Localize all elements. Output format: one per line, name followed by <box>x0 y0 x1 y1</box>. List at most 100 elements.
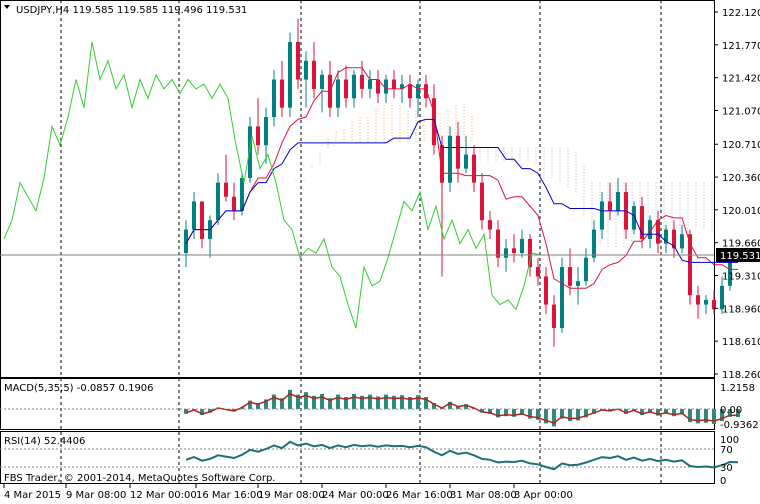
candle-body <box>720 285 724 310</box>
macd-bar <box>624 409 628 414</box>
macd-bar <box>264 399 268 409</box>
candle-body <box>320 74 324 89</box>
macd-bar <box>648 409 652 413</box>
candle-body <box>232 196 236 211</box>
macd-bar <box>256 403 260 409</box>
time-tick-label: 12 Mar 00:00 <box>130 490 197 501</box>
time-tick-label: 31 Mar 08:00 <box>450 490 517 501</box>
macd-bar <box>544 409 548 424</box>
candle-body <box>440 145 444 183</box>
candle-body <box>608 201 612 211</box>
candle-body <box>656 220 660 244</box>
candle-body <box>456 135 460 169</box>
candle-body <box>264 117 268 146</box>
macd-bar <box>640 409 644 415</box>
macd-bar <box>576 409 580 421</box>
candle-body <box>224 182 228 197</box>
price-tick-label: 122.120 <box>722 8 760 19</box>
candle-body <box>576 281 580 286</box>
price-tick-label: 118.960 <box>722 304 760 315</box>
macd-bar <box>680 409 684 415</box>
candle-body <box>704 299 708 305</box>
main-panel[interactable] <box>0 0 715 378</box>
candle-body <box>712 299 716 310</box>
macd-bar <box>312 395 316 409</box>
candle-body <box>696 295 700 305</box>
macd-bar <box>728 409 732 417</box>
macd-bar <box>584 409 588 418</box>
macd-bar <box>296 394 300 409</box>
macd-bar <box>568 409 572 421</box>
macd-bar <box>736 409 740 418</box>
macd-bar <box>456 406 460 409</box>
macd-bar <box>656 409 660 416</box>
macd-bar <box>520 409 524 415</box>
kijun-line <box>185 118 738 263</box>
candle-body <box>592 229 596 258</box>
macd-bar <box>664 409 668 414</box>
macd-bar <box>464 404 468 409</box>
macd-bar <box>248 400 252 409</box>
candle-body <box>672 229 676 249</box>
macd-bar <box>416 395 420 409</box>
candle-body <box>600 201 604 230</box>
current-price-label-bg <box>716 248 760 262</box>
candle-body <box>392 79 396 89</box>
candle-body <box>184 229 188 254</box>
macd-bar <box>592 409 596 414</box>
candle-body <box>560 267 564 329</box>
macd-bar <box>336 394 340 409</box>
macd-tick-top: 1.2158 <box>720 383 755 394</box>
macd-bar <box>368 394 372 409</box>
candle-body <box>216 182 220 221</box>
macd-bar <box>344 397 348 409</box>
macd-bar <box>408 397 412 409</box>
candle-body <box>568 267 572 286</box>
macd-bar <box>504 409 508 417</box>
macd-bar <box>360 395 364 409</box>
time-tick-label: 26 Mar 16:00 <box>386 490 453 501</box>
macd-bar <box>400 395 404 409</box>
price-tick-label: 119.310 <box>722 272 760 283</box>
candle-body <box>416 84 420 99</box>
macd-bar <box>352 394 356 409</box>
time-tick-label: 9 Mar 08:00 <box>66 490 126 501</box>
candle-body <box>680 234 684 249</box>
macd-bar <box>280 398 284 409</box>
candle-body <box>336 79 340 108</box>
candle-body <box>248 126 252 178</box>
macd-bar <box>208 409 212 413</box>
macd-bar <box>304 392 308 409</box>
macd-bar <box>496 409 500 418</box>
rsi-tick-30: 30 <box>720 463 733 474</box>
macd-bar <box>328 398 332 409</box>
candle-body <box>240 177 244 211</box>
price-axis: 122.120 121.770 121.420 121.070 120.710 120.3… <box>714 8 760 381</box>
rsi-panel[interactable] <box>0 431 715 484</box>
macd-bar <box>560 409 564 419</box>
watermark: FBS Trader, © 2001-2014, MetaQuotes Soft… <box>4 473 275 484</box>
candle-body <box>296 42 300 80</box>
macd-bar <box>448 401 452 409</box>
candle-body <box>344 79 348 99</box>
candle-body <box>616 192 620 211</box>
candle-body <box>256 126 260 146</box>
triangle-down-icon[interactable] <box>4 5 10 9</box>
rsi-tick-0: 0 <box>720 476 726 487</box>
macd-bar <box>512 409 516 417</box>
price-tick-label: 118.260 <box>722 370 760 381</box>
candle-body <box>528 238 532 268</box>
macd-bar <box>376 396 380 409</box>
rsi-title: RSI(14) 52.4406 <box>4 436 85 447</box>
tenkan-line <box>185 67 738 289</box>
chikou-line <box>3 41 541 329</box>
macd-bar <box>424 397 428 409</box>
ichimoku-lines <box>3 41 738 329</box>
candle-body <box>480 182 484 221</box>
candle-body <box>496 229 500 258</box>
candle-body <box>488 220 492 230</box>
macd-tick-zero: 0.00 <box>720 405 742 416</box>
macd-panel[interactable] <box>0 378 715 430</box>
candle-body <box>400 84 404 89</box>
